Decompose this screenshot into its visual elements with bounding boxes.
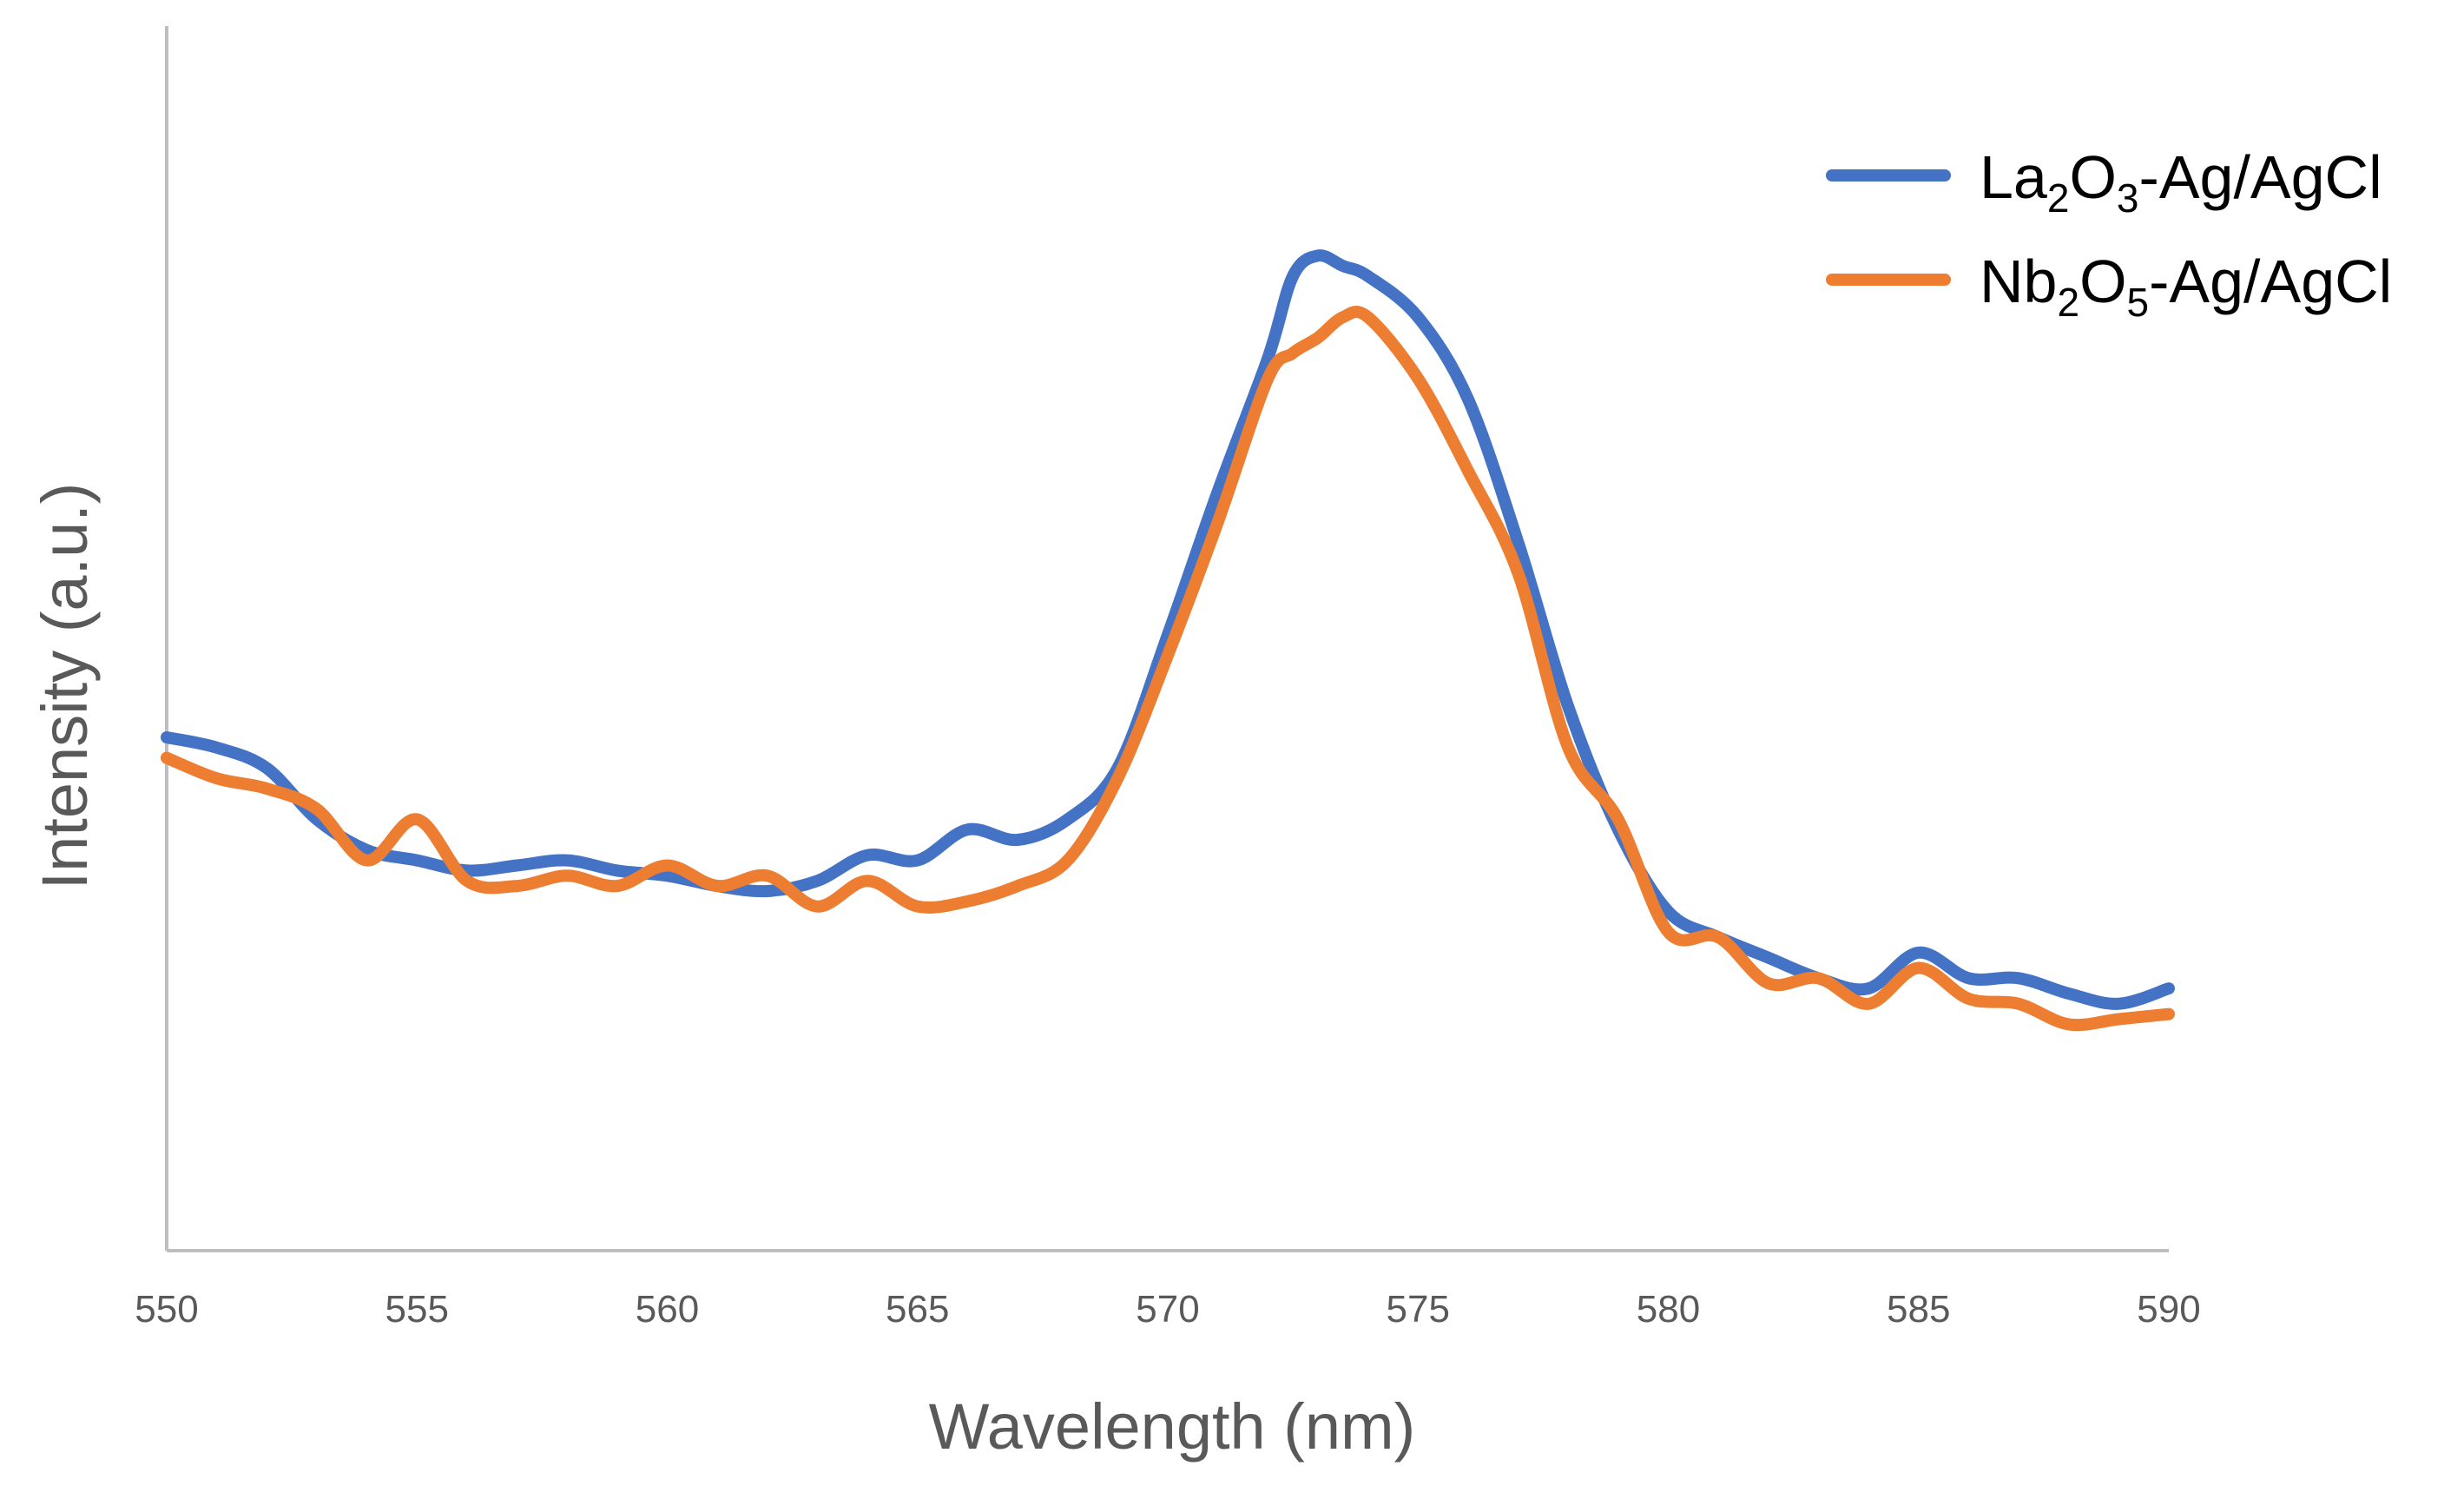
legend-item-la2o3: La2O3-Ag/AgCl: [1826, 143, 2382, 221]
x-tick-label: 570: [1136, 1288, 1199, 1331]
x-tick-label: 590: [2137, 1288, 2200, 1331]
x-tick-label: 560: [636, 1288, 699, 1331]
x-axis-title: Wavelength (nm): [929, 1390, 1416, 1463]
x-tick-label: 585: [1887, 1288, 1950, 1331]
series-group: [161, 249, 2175, 1032]
legend-label-la2o3: La2O3-Ag/AgCl: [1980, 143, 2382, 221]
series-line-la2o3: [161, 249, 2175, 1010]
x-tick-label: 565: [886, 1288, 949, 1331]
y-axis-title: Intensity (a.u.): [29, 483, 101, 890]
x-tick-label: 550: [135, 1288, 198, 1331]
x-tick-label: 575: [1387, 1288, 1450, 1331]
series-line-nb2o5: [161, 306, 2175, 1032]
x-tick-label: 555: [385, 1288, 449, 1331]
legend-item-nb2o5: Nb2O5-Ag/AgCl: [1826, 248, 2392, 325]
legend-label-nb2o5: Nb2O5-Ag/AgCl: [1980, 248, 2392, 325]
legend: La2O3-Ag/AgCl Nb2O5-Ag/AgCl: [1826, 143, 2392, 325]
x-tick-label: 580: [1637, 1288, 1700, 1331]
x-tick-labels: 550 555 560 565 570 575 580 585 590: [135, 1288, 2200, 1331]
